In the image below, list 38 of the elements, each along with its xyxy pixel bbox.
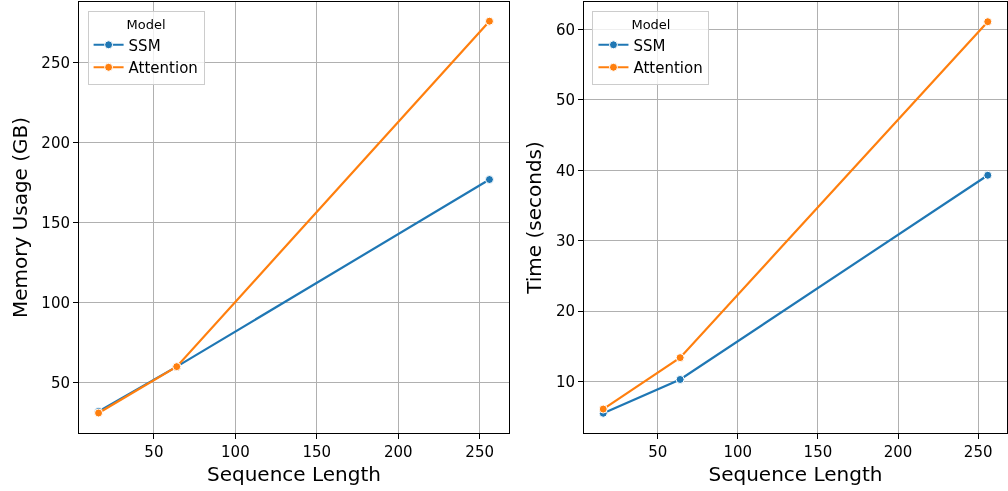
y-tick-label: 250 — [41, 54, 70, 73]
legend-label: SSM — [633, 36, 666, 55]
x-tick-label: 100 — [723, 443, 753, 461]
y-tick-label: 150 — [41, 213, 70, 232]
legend-label: Attention — [633, 59, 703, 78]
x-tick-label: 250 — [465, 443, 494, 461]
y-tick-label: 50 — [50, 373, 70, 392]
x-tick-label: 150 — [302, 443, 332, 461]
x-tick-label: 150 — [803, 443, 833, 461]
legend-label: SSM — [128, 36, 161, 55]
y-axis-title: Memory Usage (GB) — [7, 116, 32, 319]
x-tick-label: 200 — [383, 443, 413, 461]
point — [983, 170, 993, 180]
y-tick-label: 100 — [41, 293, 70, 312]
x-tick-label: 200 — [883, 443, 913, 461]
point — [484, 175, 494, 185]
x-tick-label: 100 — [221, 443, 250, 461]
y-axis-title: Time (seconds) — [522, 141, 547, 295]
y-tick-label: 20 — [555, 302, 575, 321]
y-tick-label: 10 — [555, 372, 575, 391]
legend-title: Model — [126, 16, 166, 32]
x-tick-label: 50 — [144, 443, 164, 461]
x-tick-label: 250 — [963, 443, 993, 461]
x-axis-title: Sequence Length — [207, 461, 381, 486]
x-tick-label: 50 — [648, 443, 668, 461]
y-tick-label: 50 — [555, 91, 575, 110]
y-tick-label: 40 — [555, 161, 575, 180]
point — [598, 404, 608, 414]
point — [983, 17, 993, 27]
legend-label: Attention — [128, 59, 198, 78]
legend-title: Model — [631, 16, 671, 32]
y-tick-label: 60 — [555, 20, 575, 39]
point — [484, 16, 494, 26]
point — [675, 353, 685, 363]
point — [675, 374, 685, 384]
y-tick-label: 30 — [555, 231, 575, 250]
x-axis-title: Sequence Length — [708, 461, 883, 486]
y-tick-label: 200 — [41, 133, 70, 152]
